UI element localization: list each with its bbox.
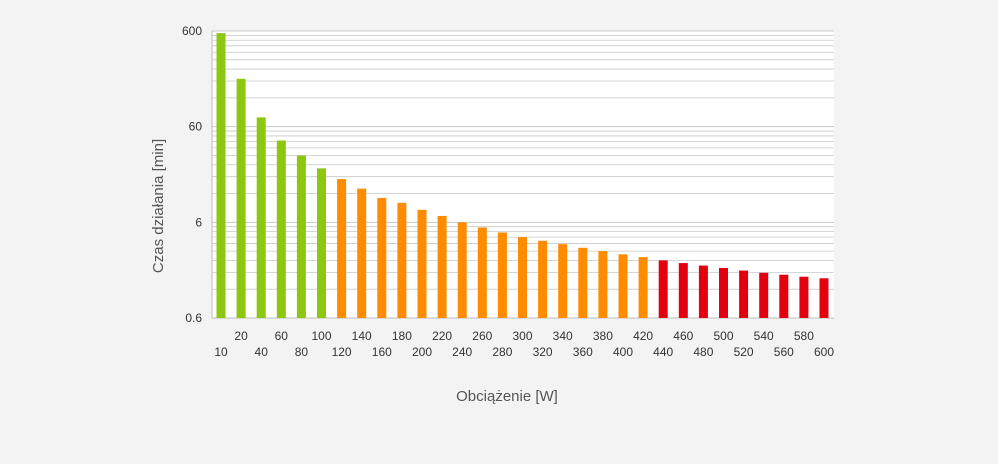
x-tick-label: 240 — [452, 345, 472, 359]
grid-lines — [211, 30, 834, 319]
x-tick-label: 220 — [432, 329, 452, 343]
y-tick-label: 600 — [182, 24, 202, 38]
bar-240 — [457, 222, 467, 318]
bar-40 — [256, 117, 266, 319]
x-axis-title: Obciążenie [W] — [456, 388, 558, 405]
x-tick-label: 440 — [653, 345, 673, 359]
x-tick-label: 20 — [234, 329, 248, 343]
bar-100 — [317, 168, 326, 318]
y-tick-label: 6 — [195, 215, 202, 229]
x-tick-label: 500 — [713, 329, 733, 343]
x-tick-label: 520 — [734, 345, 754, 359]
bar-260 — [477, 227, 487, 318]
bar-600 — [819, 278, 829, 318]
bar-180 — [397, 202, 407, 318]
bar-340 — [558, 244, 568, 318]
bar-580 — [799, 276, 809, 318]
x-tick-label: 600 — [814, 345, 834, 359]
bar-160 — [377, 197, 387, 318]
x-tick-label: 300 — [512, 329, 532, 343]
x-tick-label: 200 — [412, 345, 432, 359]
bar-300 — [518, 237, 527, 318]
bar-420 — [638, 257, 648, 318]
x-tick-label: 460 — [673, 329, 693, 343]
bars — [216, 33, 829, 319]
x-tick-label: 180 — [392, 329, 412, 343]
bar-120 — [337, 179, 347, 318]
bar-200 — [417, 209, 427, 318]
x-tick-label: 140 — [352, 329, 372, 343]
x-tick-label: 280 — [492, 345, 512, 359]
bar-480 — [698, 265, 708, 318]
x-tick-label: 540 — [754, 329, 774, 343]
bar-10 — [216, 33, 226, 319]
bar-380 — [598, 251, 608, 318]
x-tick-label: 400 — [613, 345, 633, 359]
bar-360 — [578, 247, 588, 318]
x-tick-label: 360 — [573, 345, 593, 359]
y-tick-label: 0.6 — [185, 311, 202, 325]
bar-520 — [739, 270, 749, 318]
x-tick-label: 40 — [255, 345, 269, 359]
x-tick-label: 260 — [472, 329, 492, 343]
x-tick-label: 480 — [693, 345, 713, 359]
bar-140 — [357, 188, 367, 318]
x-tick-label: 120 — [332, 345, 352, 359]
bar-280 — [497, 232, 507, 318]
x-axis-ticks: 10 20 40 60 80100120140160180200220240260280… — [214, 329, 834, 359]
y-axis-ticks: 600 60 6 0.6 — [182, 24, 202, 325]
x-tick-label: 340 — [553, 329, 573, 343]
bar-80 — [296, 155, 306, 318]
x-tick-label: 10 — [214, 345, 228, 359]
x-tick-label: 320 — [533, 345, 553, 359]
bar-20 — [236, 78, 246, 318]
x-tick-label: 580 — [794, 329, 814, 343]
y-axis-title: Czas działania [min] — [150, 139, 167, 273]
y-tick-label: 60 — [189, 120, 203, 134]
bar-500 — [719, 267, 728, 318]
x-tick-label: 100 — [311, 329, 331, 343]
bar-440 — [658, 260, 668, 318]
bar-460 — [678, 263, 688, 318]
bar-400 — [618, 254, 628, 318]
bar-60 — [276, 140, 286, 318]
x-tick-label: 380 — [593, 329, 613, 343]
x-tick-label: 420 — [633, 329, 653, 343]
x-tick-label: 60 — [275, 329, 289, 343]
x-tick-label: 80 — [295, 345, 309, 359]
bar-540 — [759, 272, 769, 318]
x-tick-label: 160 — [372, 345, 392, 359]
bar-320 — [538, 240, 548, 318]
bar-220 — [437, 215, 447, 318]
x-tick-label: 560 — [774, 345, 794, 359]
bar-560 — [779, 274, 789, 318]
